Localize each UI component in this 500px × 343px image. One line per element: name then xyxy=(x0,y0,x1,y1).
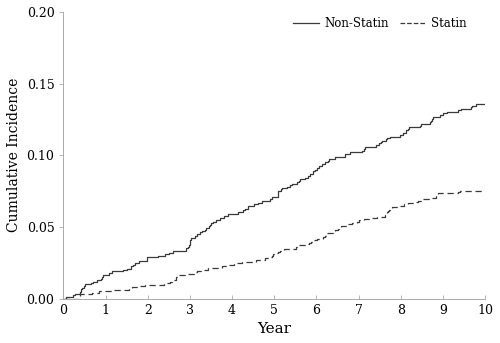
Non-Statin xyxy=(482,102,488,106)
Statin xyxy=(126,286,132,290)
Non-Statin xyxy=(472,102,478,106)
Non-Statin xyxy=(312,168,318,172)
Statin xyxy=(238,261,244,265)
Non-Statin xyxy=(76,290,82,294)
Non-Statin xyxy=(60,297,66,301)
Statin xyxy=(482,189,488,193)
Non-Statin xyxy=(274,195,280,199)
Non-Statin xyxy=(202,228,208,232)
Y-axis label: Cumulative Incidence: Cumulative Incidence xyxy=(7,78,21,233)
Non-Statin xyxy=(278,186,284,190)
Statin xyxy=(457,189,463,193)
Line: Statin: Statin xyxy=(64,191,485,299)
Statin xyxy=(336,225,342,229)
Non-Statin xyxy=(274,193,280,197)
Statin xyxy=(384,210,390,214)
X-axis label: Year: Year xyxy=(257,322,291,336)
Statin xyxy=(60,297,66,301)
Line: Non-Statin: Non-Statin xyxy=(64,104,485,299)
Legend: Non-Statin, Statin: Non-Statin, Statin xyxy=(288,12,472,35)
Statin xyxy=(386,210,392,214)
Statin xyxy=(232,261,237,265)
